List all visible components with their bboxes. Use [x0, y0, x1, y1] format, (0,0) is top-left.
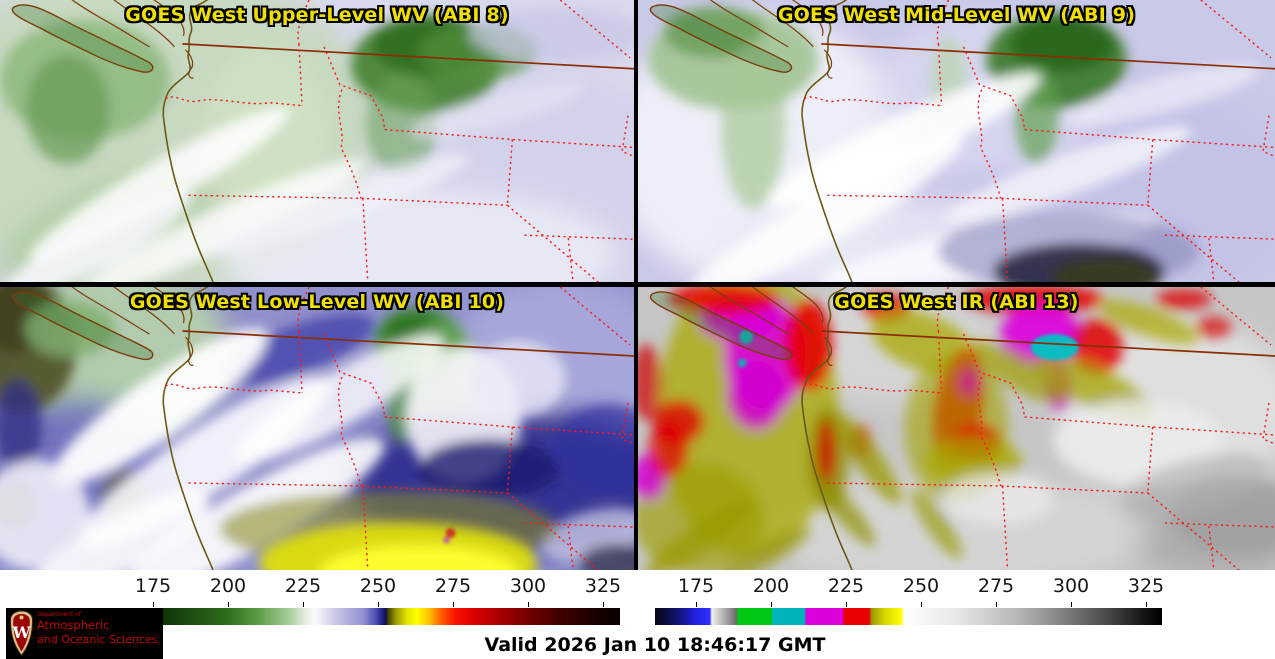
ir-tick-label: 200 — [752, 575, 790, 597]
tick-mark — [603, 602, 604, 607]
tick-mark — [771, 602, 772, 607]
logo-line2: and Oceanic Sciences — [37, 633, 158, 646]
ir-tick-label: 175 — [677, 575, 715, 597]
wv-tick-label: 300 — [509, 575, 547, 597]
tick-mark — [453, 602, 454, 607]
wv-tick-label: 175 — [134, 575, 172, 597]
ir-colorbar — [655, 608, 1162, 625]
tick-mark — [228, 602, 229, 607]
wv-tick-label: 325 — [584, 575, 622, 597]
tick-mark — [696, 602, 697, 607]
wv-colorbar — [163, 608, 620, 625]
panel-abi8: GOES West Upper-Level WV (ABI 8) — [0, 0, 634, 282]
tick-mark — [528, 602, 529, 607]
tick-mark — [996, 602, 997, 607]
satellite-image-abi13 — [638, 287, 1275, 570]
tick-mark — [921, 602, 922, 607]
logo-department-label: Department of — [37, 611, 81, 618]
panel-abi13: GOES West IR (ABI 13) — [638, 287, 1275, 570]
wv-tick-label: 250 — [359, 575, 397, 597]
ir-tick-label: 250 — [902, 575, 940, 597]
panel-title-abi13: GOES West IR (ABI 13) — [834, 291, 1079, 313]
colorbar-strip: 175 200 225 250 275 300 325 175 200 225 … — [0, 570, 1275, 659]
uw-crest-icon: W — [9, 610, 34, 657]
svg-text:W: W — [12, 623, 32, 642]
ir-tick-label: 225 — [827, 575, 865, 597]
tick-mark — [303, 602, 304, 607]
panel-title-abi9: GOES West Mid-Level WV (ABI 9) — [777, 4, 1136, 26]
uw-aos-logo: W Department of Atmospheric and Oceanic … — [6, 608, 163, 659]
logo-line1: Atmospheric — [37, 618, 110, 632]
wv-tick-label: 225 — [284, 575, 322, 597]
panel-abi9: GOES West Mid-Level WV (ABI 9) — [638, 0, 1275, 282]
ir-tick-label: 325 — [1127, 575, 1165, 597]
panel-title-abi10: GOES West Low-Level WV (ABI 10) — [129, 291, 505, 313]
tick-mark — [378, 602, 379, 607]
valid-timestamp: Valid 2026 Jan 10 18:46:17 GMT — [484, 634, 826, 656]
ir-tick-label: 275 — [977, 575, 1015, 597]
tick-mark — [1146, 602, 1147, 607]
wv-tick-label: 275 — [434, 575, 472, 597]
satellite-image-abi10 — [0, 287, 634, 570]
satellite-image-abi9 — [638, 0, 1275, 282]
panel-abi10: GOES West Low-Level WV (ABI 10) — [0, 287, 634, 570]
ir-tick-label: 300 — [1052, 575, 1090, 597]
panel-grid: GOES West Upper-Level WV (ABI 8) — [0, 0, 1275, 570]
tick-mark — [153, 602, 154, 607]
wv-tick-label: 200 — [209, 575, 247, 597]
panel-title-abi8: GOES West Upper-Level WV (ABI 8) — [125, 4, 509, 26]
tick-mark — [1071, 602, 1072, 607]
satellite-image-abi8 — [0, 0, 634, 282]
tick-mark — [846, 602, 847, 607]
